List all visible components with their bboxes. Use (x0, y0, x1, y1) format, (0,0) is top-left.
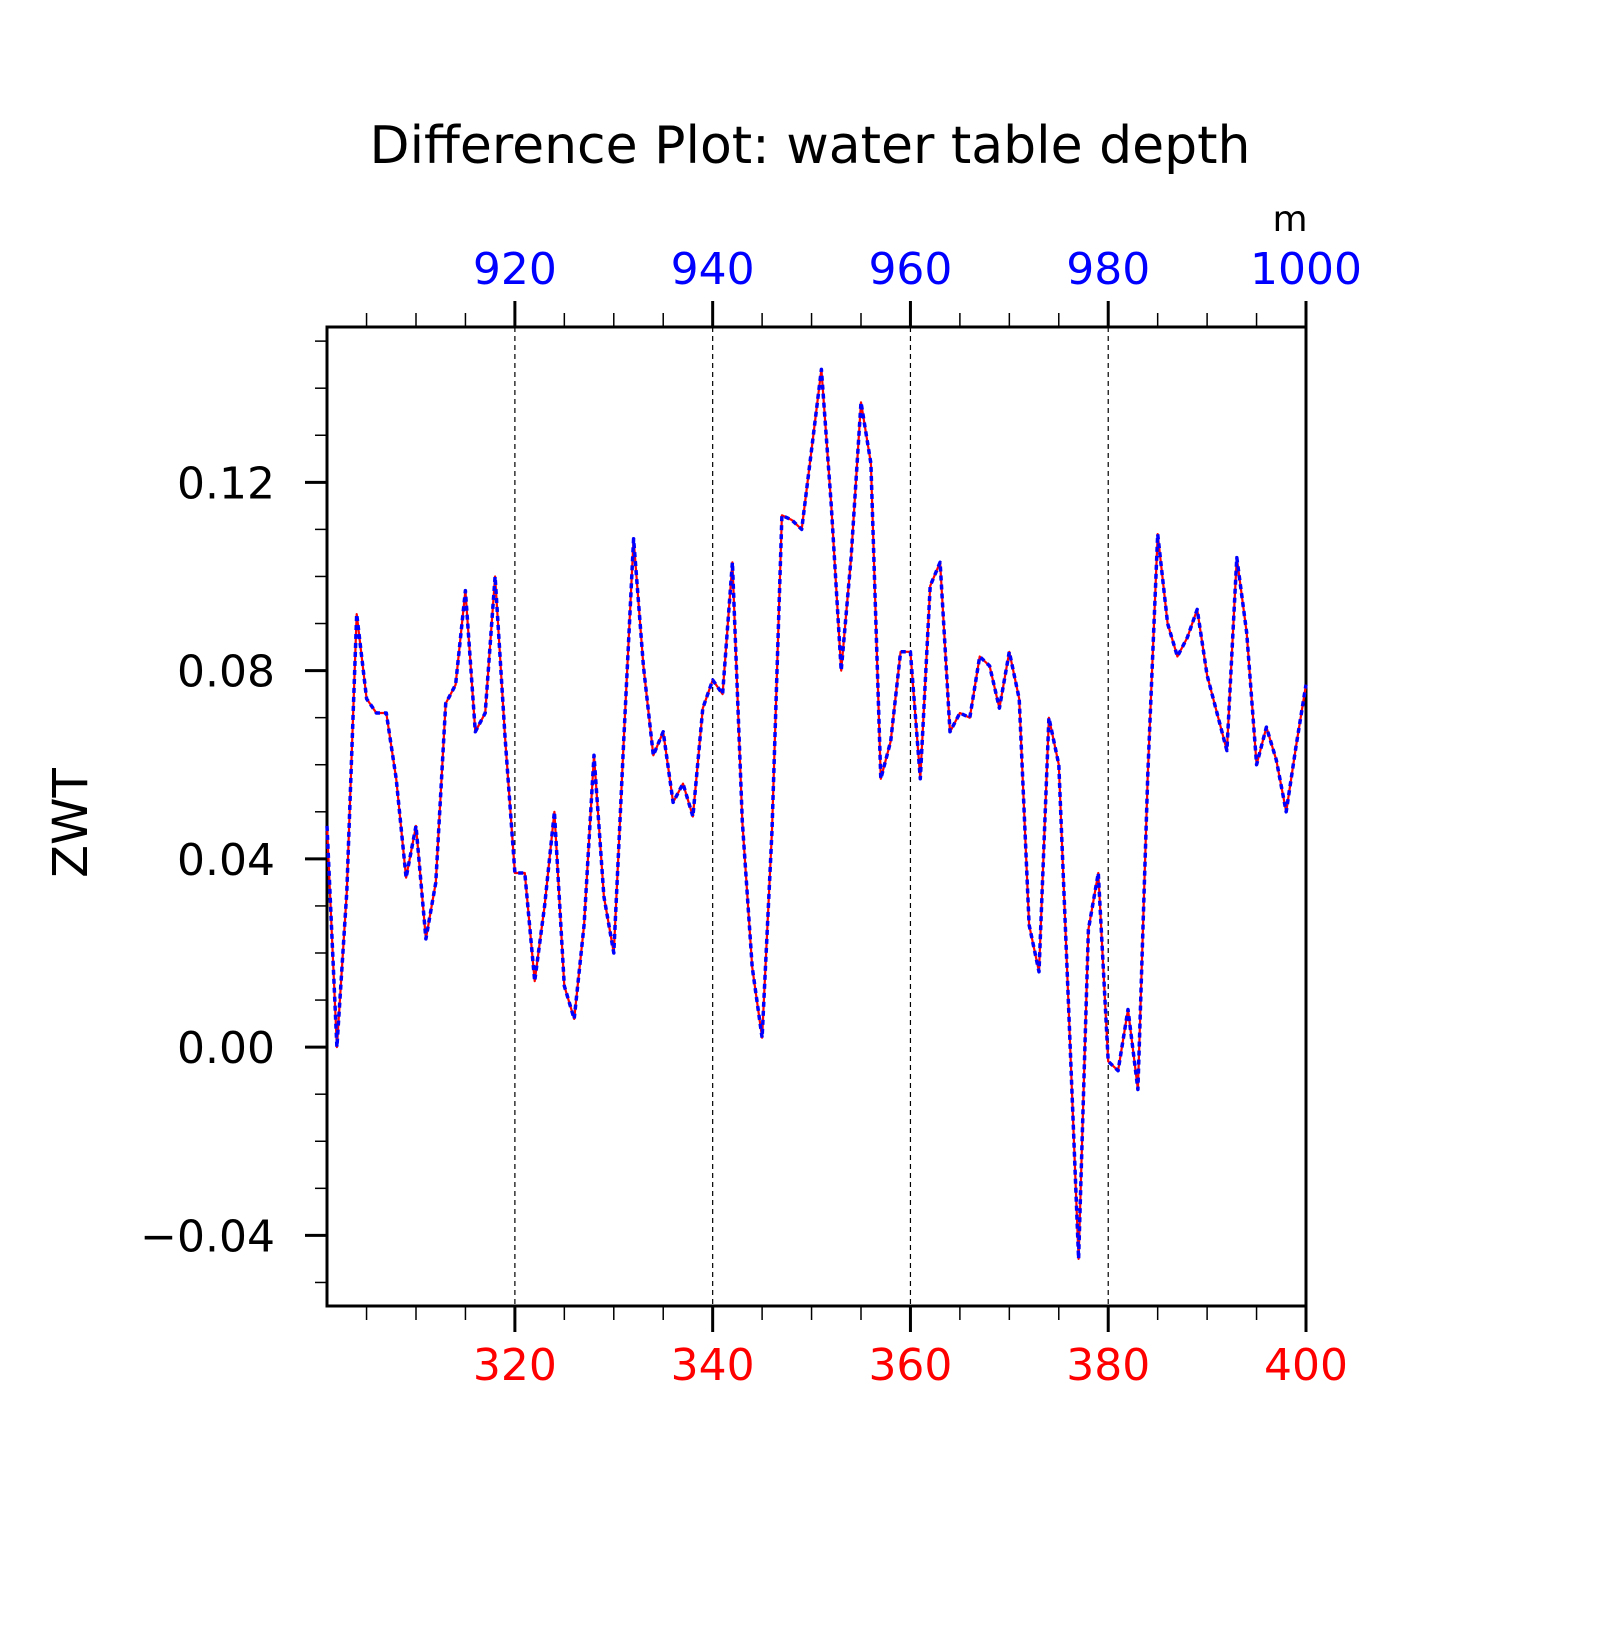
y-tick-label: 0.00 (177, 1023, 275, 1074)
x-tick-label: 400 (1264, 1340, 1348, 1391)
y-tick-label: 0.08 (177, 647, 275, 698)
chart-title: Difference Plot: water table depth (370, 116, 1251, 176)
series-line-blue-dashed (325, 367, 1308, 1261)
x-tick-label: 380 (1066, 1340, 1150, 1391)
top-tick-label: 940 (671, 244, 755, 295)
plot-frame (325, 325, 1308, 1308)
top-tick-label: 1000 (1250, 244, 1362, 295)
x-tick-label: 320 (473, 1340, 557, 1391)
grid-lines (514, 327, 1109, 1306)
top-tick-label: 920 (473, 244, 557, 295)
axes: 320 340 360 380 400 920 940 960 980 1000 −0.04 0.00… (140, 244, 1362, 1391)
y-tick-label: 0.12 (177, 458, 275, 509)
x-tick-label: 360 (868, 1340, 952, 1391)
top-tick-label: 980 (1066, 244, 1150, 295)
top-tick-label: 960 (868, 244, 952, 295)
y-tick-label: −0.04 (140, 1211, 275, 1262)
data-series (325, 367, 1308, 1261)
y-axis-label: ZWT (43, 767, 99, 877)
top-axis-unit: m (1272, 199, 1307, 240)
x-tick-label: 340 (671, 1340, 755, 1391)
y-tick-label: 0.04 (177, 835, 275, 886)
